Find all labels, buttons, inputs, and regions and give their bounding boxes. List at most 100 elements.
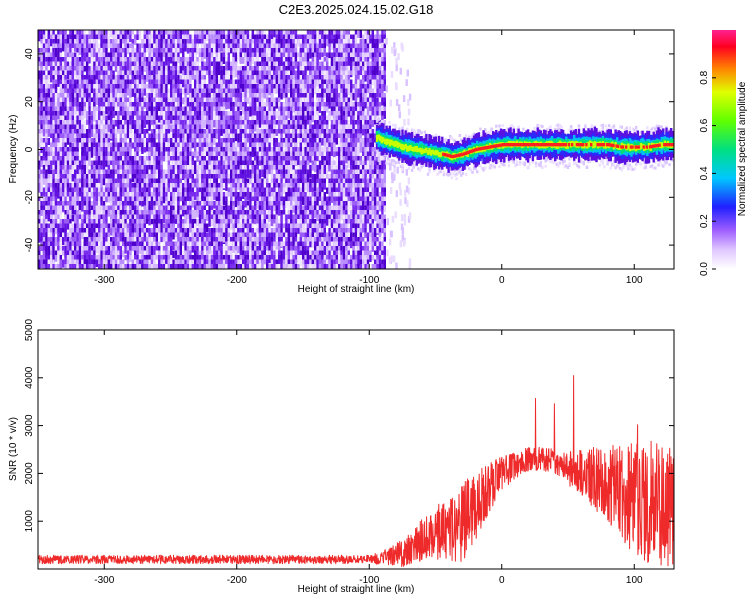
heatmap-cell xyxy=(105,264,108,269)
heatmap-cell xyxy=(83,169,86,179)
heatmap-cell xyxy=(278,192,281,201)
heatmap-cell xyxy=(184,120,187,127)
heatmap-cell xyxy=(215,43,218,53)
heatmap-cell xyxy=(57,48,60,55)
heatmap-cell xyxy=(143,205,146,217)
heatmap-cell xyxy=(148,70,151,80)
heatmap-cell xyxy=(64,48,67,56)
heatmap-cell xyxy=(242,75,245,86)
heatmap-cell xyxy=(74,133,77,139)
heatmap-cell xyxy=(249,250,252,259)
heatmap-cell xyxy=(196,210,199,218)
heatmap-cell xyxy=(57,214,60,219)
heatmap-cell xyxy=(126,88,130,96)
heatmap-cell xyxy=(81,156,84,162)
heatmap-cell xyxy=(249,156,252,166)
heatmap-cell xyxy=(232,259,235,268)
heatmap-cell xyxy=(270,70,274,78)
heatmap-cell xyxy=(54,241,58,251)
heatmap-cell xyxy=(258,268,262,269)
heatmap-cell xyxy=(261,219,264,226)
heatmap-cell xyxy=(83,183,86,190)
heatmap-cell xyxy=(119,115,122,123)
heatmap-cell xyxy=(230,223,233,230)
heatmap-cell xyxy=(117,102,120,109)
heatmap-cell xyxy=(117,250,120,257)
heatmap-cell xyxy=(215,241,218,251)
heatmap-cell xyxy=(138,183,142,192)
heatmap-cell xyxy=(88,219,91,225)
heatmap-cell xyxy=(194,237,197,244)
heatmap-cell xyxy=(237,43,240,50)
heatmap-cell xyxy=(244,147,247,154)
heatmap-cell xyxy=(270,219,274,227)
heatmap-cell xyxy=(153,138,156,145)
heatmap-cell xyxy=(47,124,50,130)
heatmap-cell xyxy=(189,133,192,139)
heatmap-cell xyxy=(76,219,79,227)
heatmap-cell xyxy=(172,165,175,172)
heatmap-cell xyxy=(150,66,154,73)
heatmap-cell xyxy=(194,111,197,118)
heatmap-cell xyxy=(45,250,48,258)
heatmap-cell xyxy=(160,232,163,241)
heatmap-cell xyxy=(191,34,194,42)
heatmap-cell xyxy=(131,241,134,250)
heatmap-cell xyxy=(213,102,216,109)
heatmap-cell xyxy=(122,106,125,115)
heatmap-cell xyxy=(150,93,154,101)
heatmap-cell xyxy=(83,52,86,62)
heatmap-cell xyxy=(208,178,211,184)
heatmap-cell xyxy=(54,120,58,126)
heatmap-cell xyxy=(54,84,58,91)
heatmap-cell xyxy=(50,196,53,205)
heatmap-cell xyxy=(136,34,139,40)
heatmap-cell xyxy=(62,124,65,132)
heatmap-cell xyxy=(275,111,278,119)
heatmap-cell xyxy=(148,97,151,103)
heatmap-cell xyxy=(191,201,194,208)
heatmap-cell xyxy=(230,79,233,89)
heatmap-cell xyxy=(90,210,94,219)
heatmap-cell xyxy=(117,129,120,134)
heatmap-cell xyxy=(100,129,103,136)
heatmap-cell xyxy=(86,228,89,234)
heatmap-cell xyxy=(42,169,46,178)
heatmap-cell xyxy=(129,120,132,126)
heatmap-cell xyxy=(172,52,175,58)
heatmap-cell xyxy=(78,39,82,45)
heatmap-cell xyxy=(69,210,72,218)
heatmap-cell xyxy=(47,39,50,44)
heatmap-cell xyxy=(220,84,223,90)
heatmap-cell xyxy=(165,48,168,57)
heatmap-cell xyxy=(114,241,118,250)
heatmap-cell xyxy=(251,147,254,154)
heatmap-cell xyxy=(239,178,242,185)
heatmap-cell xyxy=(47,97,50,106)
heatmap-cell xyxy=(110,102,113,110)
heatmap-cell xyxy=(218,219,221,225)
heatmap-cell xyxy=(220,264,223,269)
heatmap-cell xyxy=(230,174,233,181)
heatmap-cell xyxy=(148,183,151,188)
heatmap-cell xyxy=(232,241,235,250)
heatmap-cell xyxy=(237,183,240,190)
heatmap-cell xyxy=(42,124,46,134)
heatmap-cell xyxy=(196,97,199,108)
heatmap-cell xyxy=(131,246,134,252)
heatmap-cell xyxy=(237,138,240,144)
heatmap-cell xyxy=(119,129,122,135)
heatmap-cell xyxy=(275,192,278,197)
heatmap-cell xyxy=(38,223,41,229)
heatmap-cell xyxy=(143,102,146,107)
heatmap-cell xyxy=(258,241,262,249)
heatmap-cell xyxy=(110,205,113,215)
heatmap-cell xyxy=(129,61,132,67)
heatmap-cell xyxy=(232,246,235,253)
heatmap-cell xyxy=(64,39,67,47)
heatmap-cell xyxy=(50,169,53,175)
heatmap-cell xyxy=(213,214,216,222)
heatmap-cell xyxy=(45,48,48,54)
heatmap-cell xyxy=(45,160,48,167)
heatmap-cell xyxy=(182,237,185,246)
